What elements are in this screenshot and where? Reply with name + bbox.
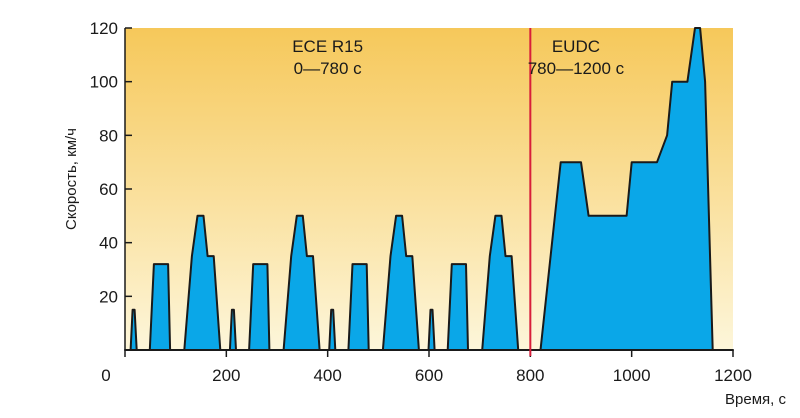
region-labels: ECE R15 0—780 с EUDC 780—1200 с (292, 37, 624, 78)
x-tick-label: 400 (313, 366, 341, 385)
y-tick-label: 80 (99, 126, 118, 145)
x-tick-label: 200 (212, 366, 240, 385)
y-tick-label: 60 (99, 180, 118, 199)
region-range-label: 0—780 с (294, 59, 363, 78)
x-tick-labels: 0 200 400 600 800 1000 1200 (101, 366, 752, 385)
axes (124, 27, 734, 357)
region-name-label: ECE R15 (292, 37, 363, 56)
region-name-label: EUDC (552, 37, 600, 56)
x-tick-label: 0 (101, 366, 110, 385)
series-area-layer (124, 27, 734, 351)
y-tick-label: 20 (99, 287, 118, 306)
y-tick-labels: 20 40 60 80 100 120 (90, 19, 118, 306)
x-tick-label: 1200 (714, 366, 752, 385)
x-tick-label: 1000 (613, 366, 651, 385)
x-axis-label: Время, с (725, 391, 786, 408)
y-axis-label: Скорость, км/ч (63, 128, 80, 230)
region-range-label: 780—1200 с (528, 59, 625, 78)
speed-area-series-0 (124, 27, 734, 351)
x-tick-label: 800 (516, 366, 544, 385)
y-tick-label: 120 (90, 19, 118, 38)
x-tick-label: 600 (415, 366, 443, 385)
y-tick-label: 100 (90, 73, 118, 92)
y-tick-label: 40 (99, 234, 118, 253)
